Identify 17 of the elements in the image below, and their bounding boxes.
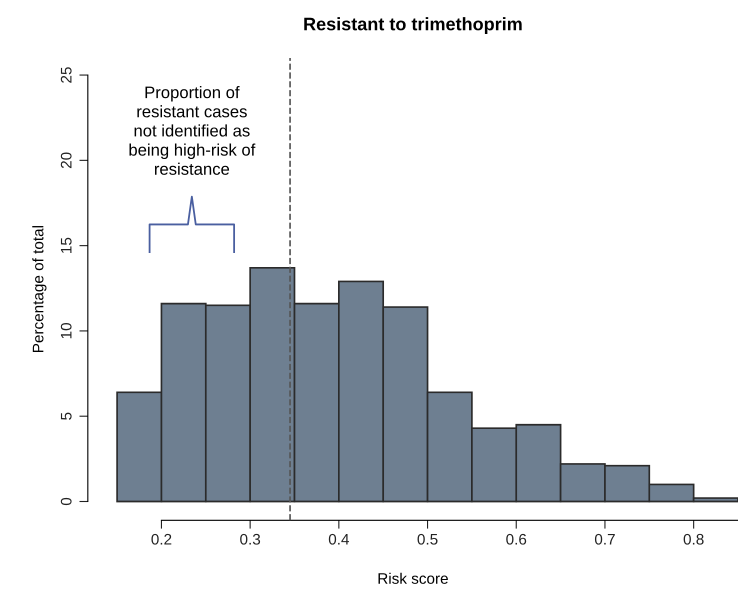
x-tick-label: 0.6 — [506, 534, 526, 545]
y-tick-label: 15 — [60, 238, 72, 253]
annotation: Proportion of resistant cases not identified as being high-risk of resistance — [129, 86, 256, 175]
y-tick-label: 10 — [60, 323, 72, 338]
y-axis-title: Percentage of total — [32, 226, 46, 352]
x-tick-label: 0.8 — [684, 534, 704, 545]
y-tick-label: 25 — [60, 67, 72, 83]
x-tick-label: 0.3 — [240, 534, 260, 545]
y-tick-label: 0 — [60, 498, 72, 506]
x-axis-title: Risk score — [378, 572, 448, 584]
chart-title: Resistant to trimethoprim — [304, 17, 522, 34]
x-tick-label: 0.2 — [151, 534, 172, 545]
x-tick-label: 0.4 — [328, 534, 350, 545]
y-tick-label: 5 — [60, 412, 72, 420]
y-tick-label: 20 — [60, 152, 72, 168]
x-tick-label: 0.7 — [594, 534, 615, 545]
x-tick-label: 0.5 — [418, 534, 438, 545]
